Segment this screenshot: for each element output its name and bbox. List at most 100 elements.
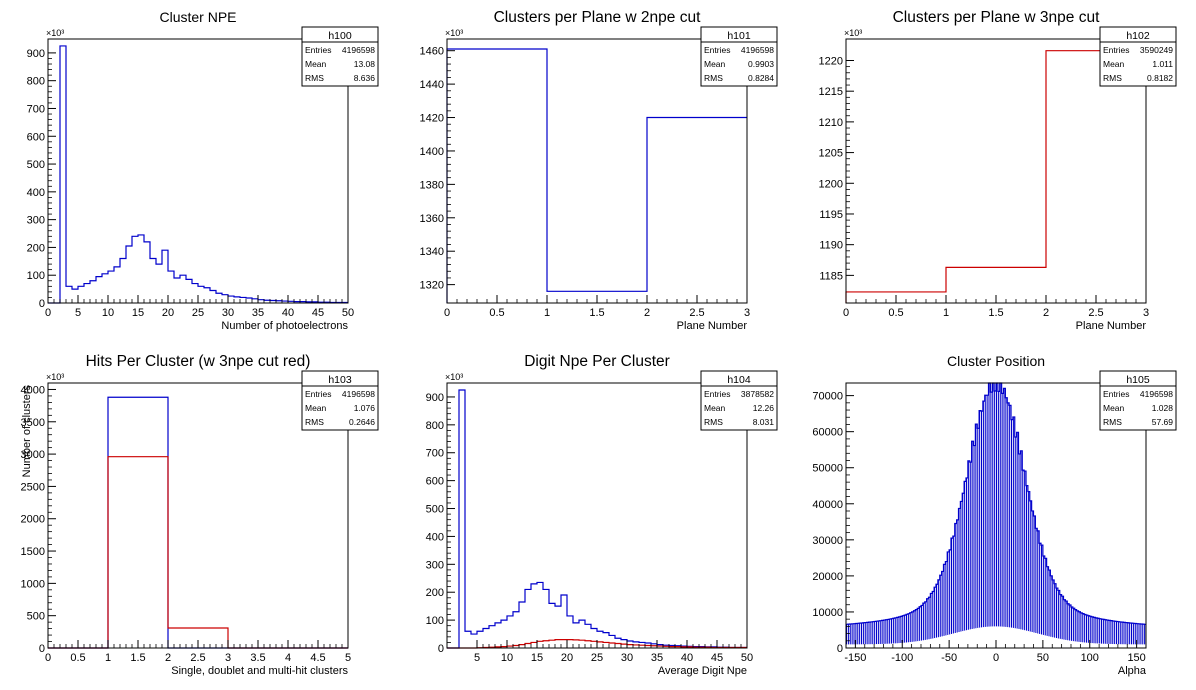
stats-label: Entries [704,45,730,55]
stats-name: h101 [727,30,751,42]
stats-label: RMS [704,417,723,427]
stats-value: 3590249 [1140,45,1173,55]
y-tick-label: 1360 [420,213,444,225]
histogram-bar [1057,590,1059,639]
histogram-bar [876,621,878,645]
x-tick-label: 45 [312,307,324,319]
histogram-bar [1112,620,1114,645]
histogram-bar [1123,622,1125,645]
histogram-bar [1080,612,1082,643]
x-tick-label: 10 [102,307,114,319]
x-tick-label: 10 [501,652,513,664]
series-1-line [48,45,348,304]
y-tick-label: 400 [426,531,444,543]
y-axis-exponent: ×10³ [46,372,64,382]
stats-value: 4196598 [1140,389,1173,399]
stats-name: h103 [328,374,352,386]
histogram-bar [1061,596,1063,640]
stats-box-frame [301,370,379,431]
x-axis-label: Single, doublet and multi-hit clusters [171,665,348,677]
histogram-bar [864,622,866,645]
histogram-bar [874,621,876,645]
histogram-bar [1140,623,1142,645]
histogram-bar [1117,621,1119,645]
chart-panel-6: Cluster Position -150 -100 -50 0 50 100 150 0 100… [812,353,1177,677]
histogram-bar [1119,621,1121,645]
x-tick-label: 1.5 [988,307,1003,319]
series-1 [846,382,1146,645]
stats-box: h101 Entries 4196598 Mean 0.9903 RMS 0.8284 [700,26,778,87]
histogram-bar [1089,616,1091,643]
y-tick-label: 0 [837,643,843,655]
histogram-bar [958,508,960,633]
histogram-bar [984,395,986,627]
histogram-bar [909,612,911,643]
series-1-line [48,396,348,649]
x-tick-label: 30 [621,652,633,664]
x-tick-label: 0 [843,307,849,319]
stats-label: Mean [305,59,327,69]
stats-label: Entries [1103,389,1129,399]
histogram-bar [1042,555,1044,635]
chart-title: Digit Npe Per Cluster [524,353,670,370]
series-outline [846,382,1146,625]
histogram-bar [849,623,851,645]
x-tick-label: 3 [225,652,231,664]
stats-name: h105 [1126,374,1150,386]
histogram-bar [1078,611,1080,642]
histogram-bar [1084,614,1086,643]
histogram-bar [851,623,853,645]
x-tick-label: 20 [162,307,174,319]
histogram-bar [1022,470,1024,630]
y-tick-label: 0 [39,298,45,310]
x-tick-label: 0 [444,307,450,319]
histogram-bar [1059,594,1061,639]
y-axis-exponent: ×10³ [844,28,862,38]
histogram-bar [1106,620,1108,644]
stats-value: 0.8182 [1147,73,1173,83]
stats-value: 8.031 [753,417,775,427]
histogram-bar [1093,617,1095,644]
histogram-bar [917,608,919,642]
x-tick-label: 15 [531,652,543,664]
histogram-bar [1027,491,1029,632]
x-tick-label: 35 [252,307,264,319]
histogram-bar [894,617,896,644]
histogram-bar [1082,613,1084,643]
y-tick-label: 10000 [812,607,843,619]
histogram-bar [1125,622,1127,645]
histogram-bar [971,441,973,629]
histogram-bar [1087,615,1089,643]
stats-box: h100 Entries 4196598 Mean 13.08 RMS 8.636 [301,26,379,87]
y-tick-label: 50000 [812,463,843,475]
histogram-bar [999,383,1001,627]
x-tick-label: 2.5 [190,652,205,664]
y-tick-label: 1320 [420,280,444,292]
histogram-bar [889,619,891,644]
y-axis-exponent: ×10³ [46,28,64,38]
histogram-bar [956,519,958,633]
x-tick-label: 2.5 [1088,307,1103,319]
histogram-bar [1097,618,1099,644]
series-1-line [446,48,747,303]
stats-value: 0.9903 [748,59,774,69]
histogram-bar [1071,606,1073,641]
stats-name: h100 [328,30,352,42]
y-tick-label: 800 [27,76,45,88]
x-tick-label: 2 [165,652,171,664]
x-axis-label: Alpha [1118,665,1147,677]
chart-title: Clusters per Plane w 2npe cut [494,9,701,26]
x-tick-label: 4.5 [310,652,325,664]
histogram-bar [887,619,889,644]
histogram-bar [1134,623,1136,645]
histogram-bar [924,601,926,640]
y-tick-label: 200 [27,242,45,254]
stats-label: Mean [1103,59,1125,69]
y-tick-label: 30000 [812,535,843,547]
x-tick-label: 20 [561,652,573,664]
y-tick-label: 2000 [21,514,45,526]
y-tick-label: 1185 [819,270,843,282]
series-1-line [447,389,747,649]
stats-name: h104 [727,374,751,386]
histogram-bar [900,616,902,643]
